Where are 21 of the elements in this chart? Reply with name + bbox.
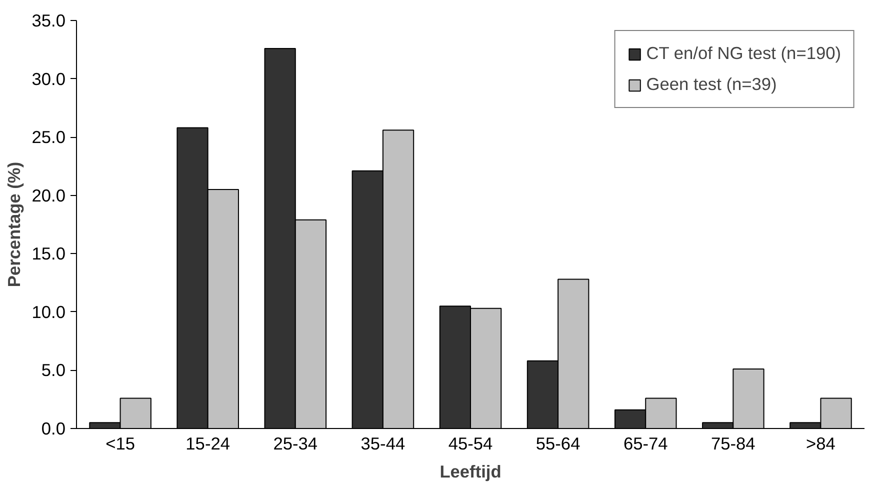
- x-tick-label: 45-54: [448, 434, 494, 454]
- y-tick-label: 0.0: [41, 418, 66, 438]
- x-tick-label: 65-74: [623, 434, 668, 454]
- y-tick-label: 30.0: [32, 68, 66, 89]
- x-axis-title: Leeftijd: [440, 462, 502, 482]
- x-tick-label: 75-84: [711, 434, 756, 454]
- y-tick-label: 15.0: [32, 244, 66, 264]
- x-tick-label: 55-64: [536, 434, 581, 454]
- x-tick-label: >84: [806, 434, 836, 454]
- y-tick-label: 10.0: [32, 302, 66, 322]
- y-tick-label: 35.0: [32, 10, 66, 30]
- legend-label: Geen test (n=39): [646, 74, 777, 95]
- y-tick-label: 5.0: [41, 360, 66, 380]
- x-tick-label: 15-24: [186, 434, 230, 454]
- y-tick-label: 20.0: [32, 185, 66, 206]
- x-tick-label: <15: [106, 434, 135, 454]
- legend-label: CT en/of NG test (n=190): [646, 43, 841, 64]
- x-tick-label: 35-44: [360, 434, 406, 454]
- y-axis-title: Percentage (%): [4, 162, 24, 288]
- x-tick-label: 25-34: [273, 434, 318, 454]
- y-tick-label: 25.0: [32, 127, 66, 148]
